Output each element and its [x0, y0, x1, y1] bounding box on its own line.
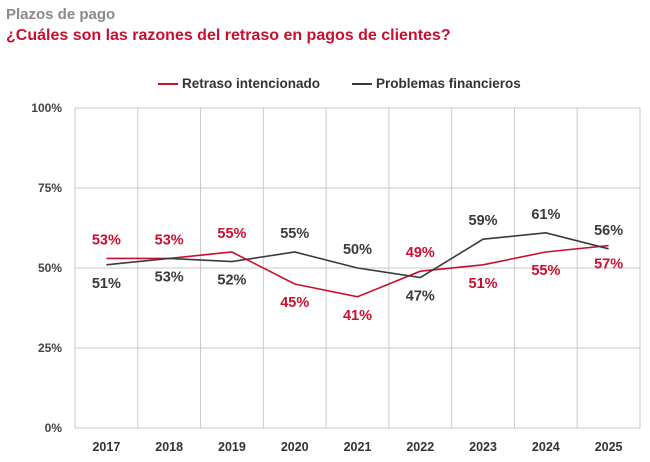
data-label-retraso: 57% [594, 257, 623, 273]
data-label-problemas: 47% [406, 289, 435, 305]
data-label-problemas: 56% [594, 223, 623, 239]
legend-item-retraso: Retraso intencionado [158, 76, 320, 91]
data-label-retraso: 55% [531, 263, 560, 279]
data-label-retraso: 51% [469, 276, 498, 292]
data-label-problemas: 61% [531, 207, 560, 223]
x-tick-label: 2017 [92, 440, 120, 454]
data-label-problemas: 53% [155, 269, 184, 285]
data-label-problemas: 50% [343, 242, 372, 258]
x-tick-label: 2022 [406, 440, 434, 454]
data-label-retraso: 53% [155, 232, 184, 248]
data-label-retraso: 45% [280, 295, 309, 311]
y-tick-label: 75% [38, 181, 62, 195]
legend-swatch-retraso [158, 82, 178, 85]
data-label-retraso: 49% [406, 245, 435, 261]
legend-swatch-problemas [352, 82, 372, 85]
data-label-problemas: 55% [280, 226, 309, 242]
y-tick-label: 25% [38, 341, 62, 355]
series-line-problemas [106, 231, 609, 279]
legend-label-retraso: Retraso intencionado [182, 76, 321, 91]
x-tick-label: 2023 [469, 440, 497, 454]
legend-item-problemas: Problemas financieros [352, 76, 521, 91]
data-label-problemas: 52% [217, 273, 246, 289]
x-tick-label: 2024 [532, 440, 560, 454]
data-label-problemas: 51% [92, 276, 121, 292]
legend: Retraso intencionado Problemas financier… [0, 76, 650, 94]
x-tick-label: 2018 [155, 440, 183, 454]
y-tick-label: 0% [45, 421, 63, 435]
data-label-problemas: 59% [469, 213, 498, 229]
data-label-retraso: 41% [343, 308, 372, 324]
x-tick-label: 2021 [344, 440, 372, 454]
y-tick-label: 50% [38, 261, 62, 275]
series-line-retraso [106, 244, 609, 298]
legend-label-problemas: Problemas financieros [376, 76, 521, 91]
x-tick-label: 2019 [218, 440, 246, 454]
x-tick-label: 2020 [281, 440, 309, 454]
data-label-retraso: 55% [217, 226, 246, 242]
x-tick-label: 2025 [595, 440, 623, 454]
chart-subtitle: ¿Cuáles son las razones del retraso en p… [6, 27, 451, 44]
data-label-retraso: 53% [92, 232, 121, 248]
chart-title: Plazos de pago [6, 6, 116, 23]
y-tick-label: 100% [31, 101, 62, 115]
